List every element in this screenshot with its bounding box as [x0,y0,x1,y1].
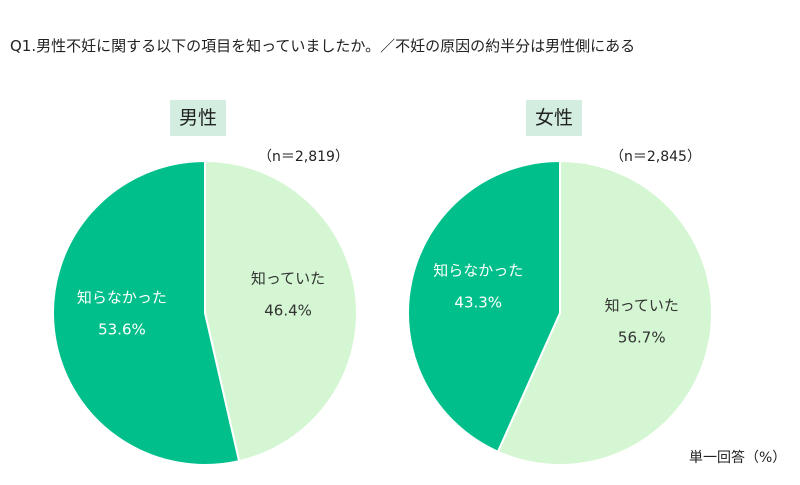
female-title: 女性 [526,100,583,136]
pie-slice-0-1 [52,159,241,466]
slice-value: 56.7% [618,328,666,346]
male-title: 男性 [170,100,227,136]
pie-slice-0-0 [204,159,358,463]
pie-slice-1-1 [407,159,561,454]
slice-label: 知っていた [251,270,325,288]
male-n: （n＝2,819） [258,149,349,165]
slice-label: 知らなかった [433,262,523,280]
slice-value: 43.3% [454,294,502,312]
female-n: （n＝2,845） [610,149,701,165]
slice-label: 知っていた [605,296,679,314]
question-title: Q1.男性不妊に関する以下の項目を知っていましたか。／不妊の原因の約半分は男性側… [10,37,636,55]
answer-type-note: 単一回答（%） [689,450,787,466]
slice-value: 46.4% [264,302,312,320]
pie-slice-1-0 [496,159,713,466]
slice-label: 知らなかった [77,288,167,306]
slice-value: 53.6% [98,320,146,338]
